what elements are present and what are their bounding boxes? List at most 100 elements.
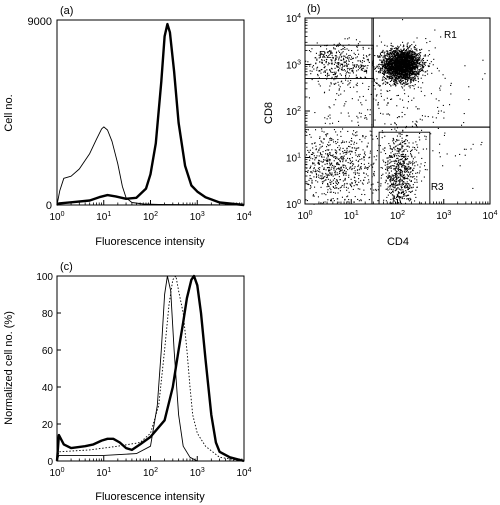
event-dot <box>396 75 398 77</box>
event-dot <box>377 55 379 57</box>
event-dot <box>335 141 337 143</box>
event-dot <box>408 163 410 165</box>
event-dot <box>402 49 404 51</box>
event-dot <box>413 85 415 87</box>
event-dot <box>365 70 367 72</box>
event-dot <box>396 135 398 137</box>
event-dot <box>398 176 400 178</box>
event-dot <box>369 152 371 154</box>
event-dot <box>383 64 385 66</box>
event-dot <box>405 71 407 73</box>
event-dot <box>370 93 372 95</box>
event-dot <box>400 173 402 175</box>
event-dot <box>343 184 345 186</box>
event-dot <box>356 91 358 93</box>
event-dot <box>339 67 341 69</box>
event-dot <box>335 187 337 189</box>
event-dot <box>399 173 401 175</box>
event-dot <box>408 71 410 73</box>
event-dot <box>392 186 394 188</box>
event-dot <box>343 164 345 166</box>
event-dot <box>381 67 383 69</box>
event-dot <box>392 57 394 59</box>
event-dot <box>377 200 379 202</box>
event-dot <box>310 186 312 188</box>
event-dot <box>394 49 396 51</box>
event-dot <box>321 69 323 71</box>
event-dot <box>417 59 419 61</box>
event-dot <box>392 177 394 179</box>
event-dot <box>319 144 321 146</box>
event-dot <box>411 99 413 101</box>
event-dot <box>389 179 391 181</box>
event-dot <box>387 183 389 185</box>
event-dot <box>410 153 412 155</box>
event-dot <box>323 71 325 73</box>
event-dot <box>348 63 350 65</box>
event-dot <box>449 104 451 106</box>
event-dot <box>340 93 342 95</box>
event-dot <box>345 159 347 161</box>
event-dot <box>396 174 398 176</box>
event-dot <box>379 35 381 37</box>
event-dot <box>346 63 348 65</box>
event-dot <box>411 156 413 158</box>
event-dot <box>400 73 402 75</box>
event-dot <box>363 189 365 191</box>
event-dot <box>417 57 419 59</box>
panel-b-events <box>305 19 486 205</box>
event-dot <box>364 166 366 168</box>
event-dot <box>428 50 430 52</box>
event-dot <box>397 58 399 60</box>
event-dot <box>404 51 406 53</box>
event-dot <box>333 129 335 131</box>
event-dot <box>417 72 419 74</box>
event-dot <box>405 74 407 76</box>
event-dot <box>323 92 325 94</box>
event-dot <box>339 172 341 174</box>
event-dot <box>335 72 337 74</box>
event-dot <box>403 53 405 55</box>
event-dot <box>401 111 403 113</box>
event-dot <box>417 66 419 68</box>
event-dot <box>342 171 344 173</box>
event-dot <box>389 69 391 71</box>
event-dot <box>400 51 402 53</box>
x-tick-label: 102 <box>390 210 405 222</box>
event-dot <box>398 60 400 62</box>
event-dot <box>360 166 362 168</box>
event-dot <box>360 66 362 68</box>
event-dot <box>332 154 334 156</box>
event-dot <box>379 52 381 54</box>
event-dot <box>403 156 405 158</box>
event-dot <box>326 162 328 164</box>
event-dot <box>397 167 399 169</box>
event-dot <box>386 64 388 66</box>
event-dot <box>405 127 407 129</box>
event-dot <box>335 57 337 59</box>
event-dot <box>398 192 400 194</box>
event-dot <box>419 52 421 54</box>
event-dot <box>324 67 326 69</box>
event-dot <box>411 70 413 72</box>
event-dot <box>403 64 405 66</box>
event-dot <box>402 54 404 56</box>
event-dot <box>414 68 416 70</box>
event-dot <box>419 56 421 58</box>
event-dot <box>406 57 408 59</box>
event-dot <box>339 147 341 149</box>
event-dot <box>334 171 336 173</box>
event-dot <box>316 58 318 60</box>
panel-c-label: (c) <box>60 261 73 273</box>
event-dot <box>332 182 334 184</box>
event-dot <box>401 179 403 181</box>
event-dot <box>415 74 417 76</box>
event-dot <box>397 65 399 67</box>
event-dot <box>429 53 431 55</box>
event-dot <box>396 196 398 198</box>
event-dot <box>414 178 416 180</box>
event-dot <box>459 153 461 155</box>
event-dot <box>328 141 330 143</box>
event-dot <box>389 176 391 178</box>
